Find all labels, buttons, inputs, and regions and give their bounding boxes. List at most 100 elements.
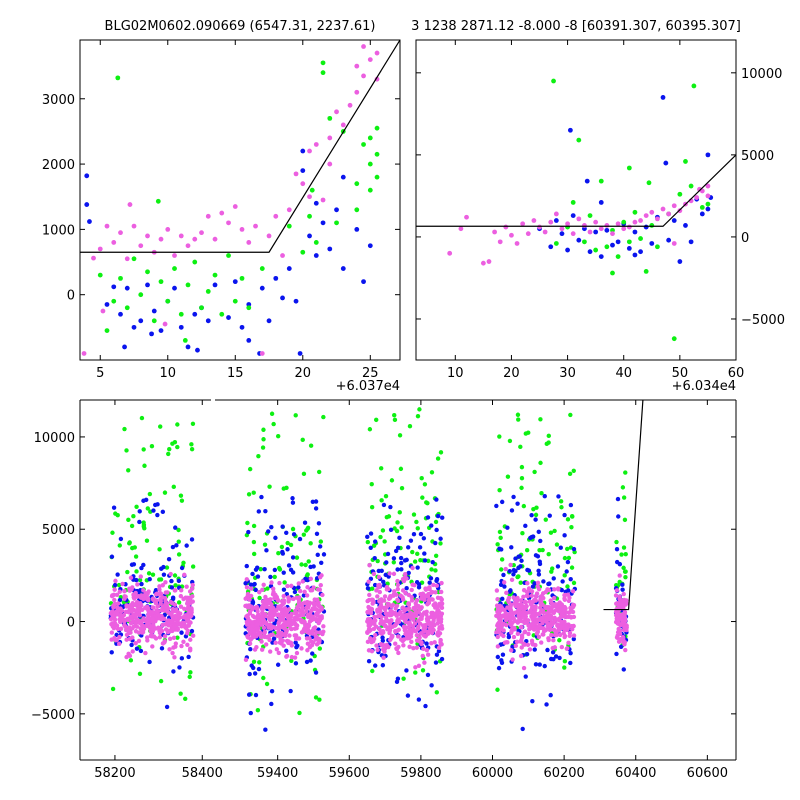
green-data-point (569, 565, 575, 570)
green-data-point (369, 481, 374, 487)
pink-data-point (133, 641, 138, 646)
x-tick-label: 60400 (615, 766, 656, 781)
green-data-point (548, 530, 554, 535)
pink-data-point (340, 122, 346, 128)
blue-data-point (380, 638, 386, 643)
blue-data-point (138, 648, 144, 654)
pink-data-point (424, 616, 430, 621)
green-data-point (146, 571, 152, 576)
pink-data-point (156, 626, 162, 632)
blue-data-point (340, 266, 346, 271)
green-data-point (539, 490, 544, 496)
blue-data-point (536, 572, 542, 577)
pink-data-point (522, 630, 527, 635)
pink-data-point (354, 89, 360, 95)
pink-data-point (284, 609, 290, 615)
green-data-point (272, 574, 277, 580)
pink-data-point (543, 627, 549, 633)
pink-data-point (162, 634, 168, 639)
green-data-point (334, 220, 339, 226)
green-data-point (264, 681, 270, 687)
model-fit-line (416, 154, 736, 227)
pink-data-point (530, 621, 535, 627)
pink-data-point (185, 243, 191, 249)
pink-data-point (432, 640, 437, 645)
pink-data-point (660, 206, 666, 212)
green-data-point (699, 204, 705, 210)
pink-data-point (401, 637, 407, 642)
pink-data-point (126, 617, 131, 623)
pink-data-point (424, 647, 430, 653)
pink-data-point (624, 627, 629, 633)
blue-data-point (505, 525, 510, 530)
blue-data-point (433, 540, 438, 546)
pink-data-point (172, 588, 178, 593)
blue-data-point (253, 692, 259, 698)
green-data-point (255, 707, 261, 713)
green-data-point (134, 569, 139, 574)
blue-data-point (286, 563, 292, 568)
blue-data-point (537, 559, 542, 564)
pink-data-point (406, 592, 412, 598)
blue-data-point (307, 233, 312, 239)
green-data-point (245, 520, 250, 526)
pink-data-point (421, 624, 426, 629)
pink-data-point (504, 622, 509, 628)
green-data-point (593, 247, 599, 253)
pink-data-point (134, 618, 139, 624)
blue-data-point (434, 576, 440, 582)
green-data-point (149, 443, 155, 449)
green-data-point (137, 671, 143, 676)
pink-data-point (313, 633, 318, 639)
pink-data-point (245, 635, 251, 640)
pink-data-point (296, 636, 302, 641)
pink-data-point (529, 589, 535, 594)
blue-data-point (424, 641, 429, 646)
pink-data-point (182, 624, 187, 629)
green-data-point (365, 539, 371, 545)
pink-data-point (406, 635, 412, 641)
blue-data-point (256, 666, 262, 672)
pink-data-point (507, 611, 513, 617)
pink-data-point (289, 583, 294, 589)
green-data-point (258, 567, 263, 572)
green-data-point (367, 427, 373, 432)
pink-data-point (157, 584, 162, 589)
pink-data-point (361, 44, 366, 49)
pink-data-point (621, 226, 627, 232)
pink-data-point (243, 657, 249, 663)
pink-data-point (366, 597, 372, 603)
blue-data-point (248, 582, 254, 587)
blue-data-point (495, 654, 501, 660)
pink-data-point (400, 597, 406, 602)
pink-data-point (277, 626, 282, 631)
pink-data-point (495, 644, 501, 649)
pink-data-point (189, 610, 194, 615)
blue-data-point (568, 502, 574, 508)
pink-data-point (548, 598, 553, 603)
pink-data-point (496, 610, 501, 615)
pink-data-point (307, 644, 313, 650)
pink-data-point (480, 260, 486, 266)
blue-data-point (440, 515, 445, 520)
green-data-point (122, 426, 127, 432)
pink-data-point (395, 586, 401, 592)
blue-data-point (313, 506, 319, 511)
pink-data-point (305, 605, 311, 610)
pink-data-point (252, 647, 258, 652)
pink-data-point (615, 635, 620, 641)
pink-data-point (367, 628, 372, 634)
pink-data-point (623, 647, 628, 653)
green-data-point (128, 658, 134, 663)
pink-data-point (179, 643, 184, 649)
pink-data-point (304, 593, 310, 598)
green-data-point (571, 468, 576, 473)
pink-data-point (296, 598, 302, 603)
pink-data-point (293, 622, 298, 627)
pink-data-point (255, 628, 260, 633)
green-data-point (392, 417, 398, 423)
pink-data-point (414, 645, 419, 650)
blue-data-point (137, 509, 142, 514)
blue-data-point (435, 513, 441, 519)
y-tick-label: −5000 (31, 708, 75, 723)
